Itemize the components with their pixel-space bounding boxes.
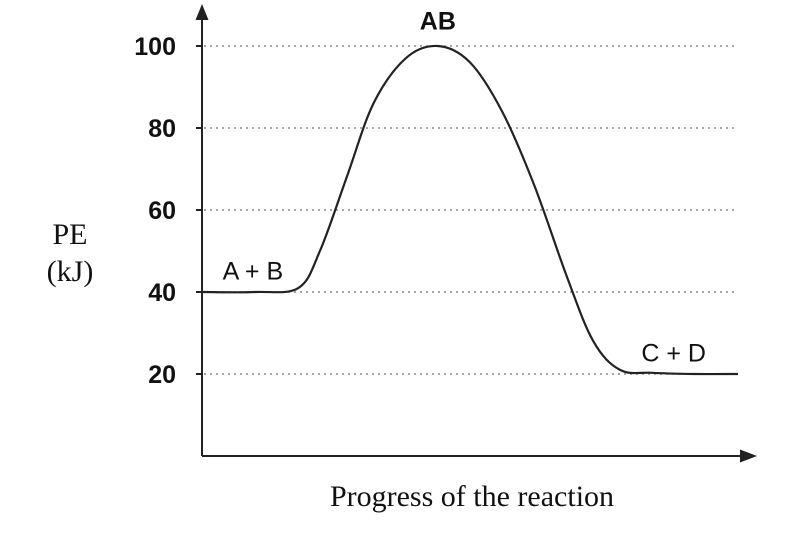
y-tick-labels: 20 40 60 80 100 xyxy=(134,33,202,389)
x-axis-title: Progress of the reaction xyxy=(330,480,614,513)
annotation-ab: AB xyxy=(420,8,456,36)
x-axis-arrow xyxy=(740,449,757,463)
grid-lines xyxy=(204,45,738,375)
y-tick-label-20: 20 xyxy=(148,361,176,389)
potential-energy-curve xyxy=(201,44,739,376)
y-tick-label-40: 40 xyxy=(148,279,176,307)
y-axis-arrow xyxy=(195,4,209,20)
y-axis-title-line1: PE xyxy=(52,218,87,251)
annotation-cd: C + D xyxy=(641,340,706,368)
y-tick-label-100: 100 xyxy=(134,33,176,61)
y-tick-label-80: 80 xyxy=(148,115,176,143)
annotation-ab: A + B xyxy=(223,258,283,286)
y-tick-label-60: 60 xyxy=(148,197,176,225)
curve-annotations: A + B AB C + D xyxy=(223,8,706,368)
y-axis-title-line2: (kJ) xyxy=(47,255,94,288)
